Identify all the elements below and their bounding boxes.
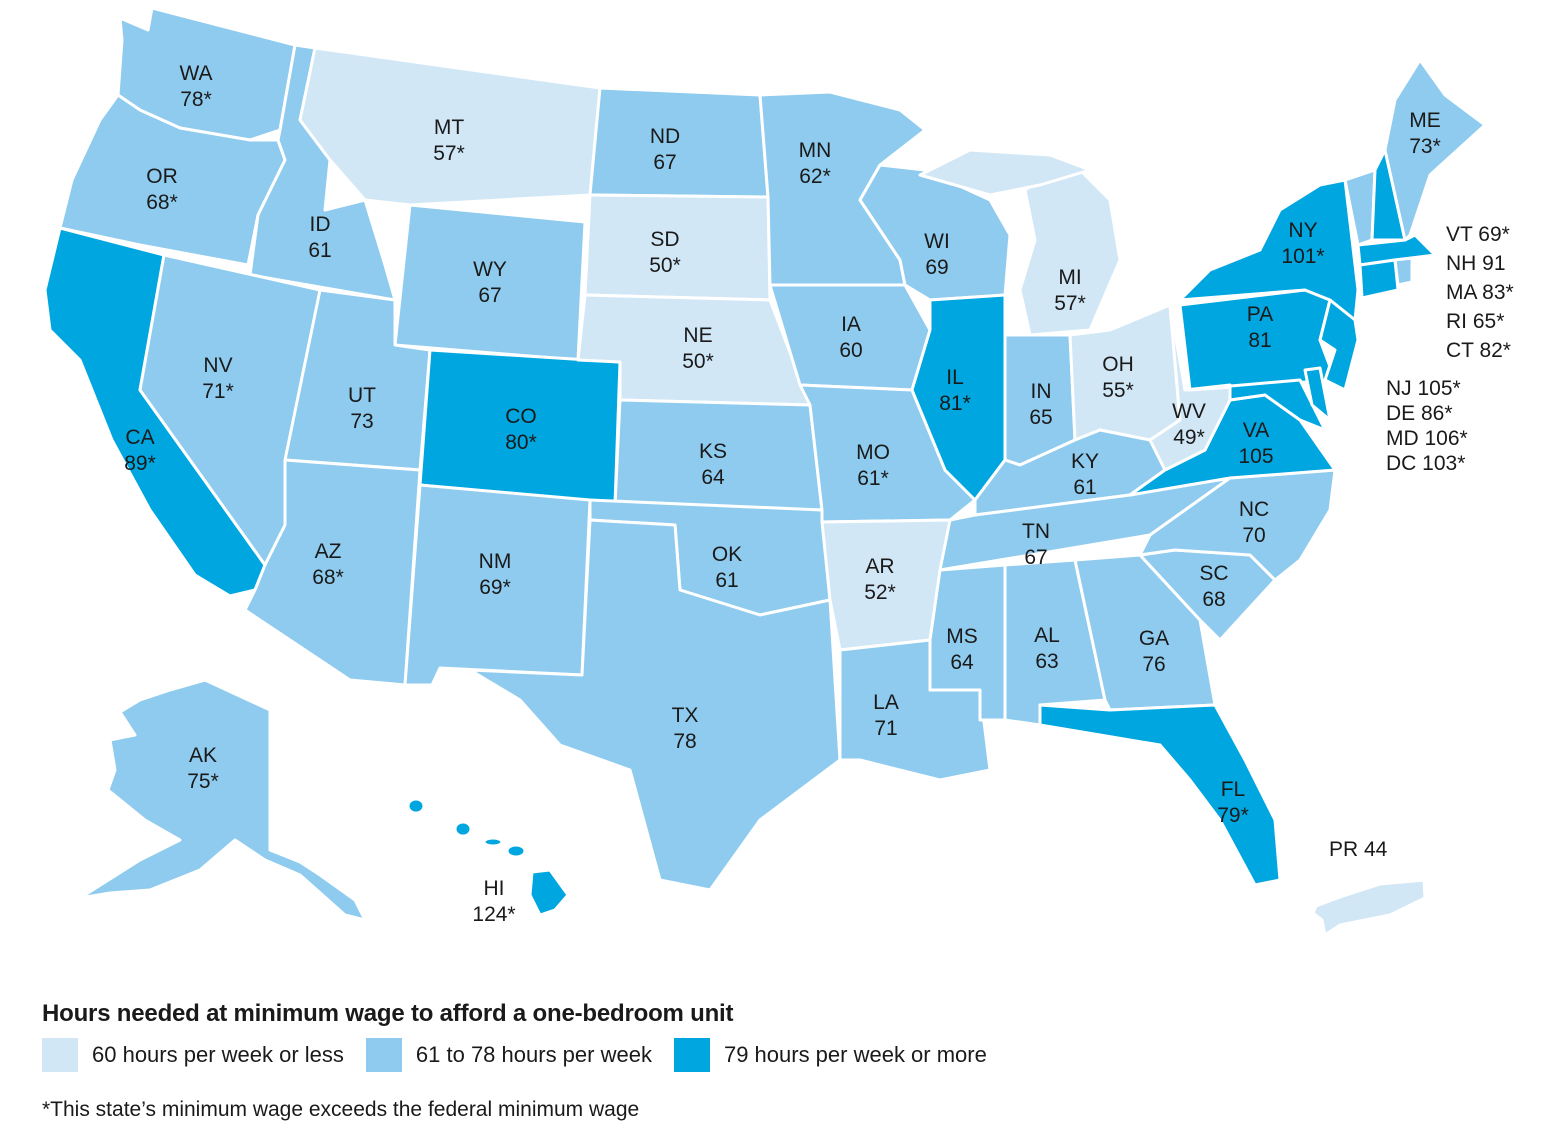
legend-item-low: 60 hours per week or less [42,1038,344,1072]
state-MD[interactable] [1183,378,1327,432]
state-WY[interactable] [393,203,587,362]
callout-RI: RI 65* [1446,310,1505,333]
legend-swatch-high [673,1038,710,1072]
state-TX[interactable] [468,518,842,892]
legend-label-high: 79 hours per week or more [723,1042,987,1067]
territory-PR[interactable] [1311,878,1427,937]
state-ME[interactable] [1383,58,1487,242]
state-WI[interactable] [858,163,1012,302]
state-HI-maui [505,843,527,859]
legend: Hours needed at minimum wage to afford a… [42,1000,1142,1072]
legend-item-mid: 61 to 78 hours per week [365,1038,652,1072]
state-HI[interactable] [528,868,570,917]
legend-label-mid: 61 to 78 hours per week [415,1042,652,1067]
legend-title: Hours needed at minimum wage to afford a… [42,1000,734,1027]
footnote: *This state’s minimum wage exceeds the f… [42,1098,640,1121]
callout-MA: MA 83* [1446,281,1514,304]
state-CT[interactable] [1358,258,1400,300]
legend-swatch-low [42,1038,78,1072]
state-DE[interactable] [1303,366,1332,422]
state-FL[interactable] [1038,703,1282,887]
legend-label-low: 60 hours per week or less [92,1042,344,1067]
label-value: 78* [180,88,212,111]
label-PR: PR 44 [1329,838,1388,861]
state-MI-up [918,148,1092,197]
us-choropleth-map: WA 78* OR 68* CA 89* ID 61 NV 71* MT 57* WY 67 … [43,6,1487,937]
state-IL[interactable] [910,293,1007,502]
northeast-callout-list: VT 69* NH 91 MA 83* RI 65* CT 82* [1446,220,1514,365]
legend-item-high: 79 hours per week or more [673,1038,987,1072]
state-RI[interactable] [1393,256,1414,287]
callout-NJ: NJ 105* [1386,377,1461,400]
state-HI-oahu [453,820,473,838]
callout-MD: MD 106* [1386,427,1468,450]
state-NJ[interactable] [1318,298,1360,392]
callout-CT: CT 82* [1446,339,1511,362]
callout-DE: DE 86* [1386,402,1453,425]
callout-NH: NH 91 [1446,252,1506,275]
legend-swatch-mid [365,1038,402,1072]
legend-items: 60 hours per week or less 61 to 78 hours… [42,1038,1142,1072]
state-HI-kauai [406,797,426,815]
label-abbr: WA [179,62,212,85]
callout-DC: DC 103* [1386,452,1466,475]
state-HI-molokai [482,836,504,848]
midatlantic-callout-list: NJ 105* DE 86* MD 106* DC 103* [1386,376,1468,476]
callout-VT: VT 69* [1446,223,1510,246]
state-AK[interactable] [78,678,367,922]
state-labels: WA 78* OR 68* CA 89* ID 61 NV 71* MT 57* WY 67 … [124,62,1441,926]
